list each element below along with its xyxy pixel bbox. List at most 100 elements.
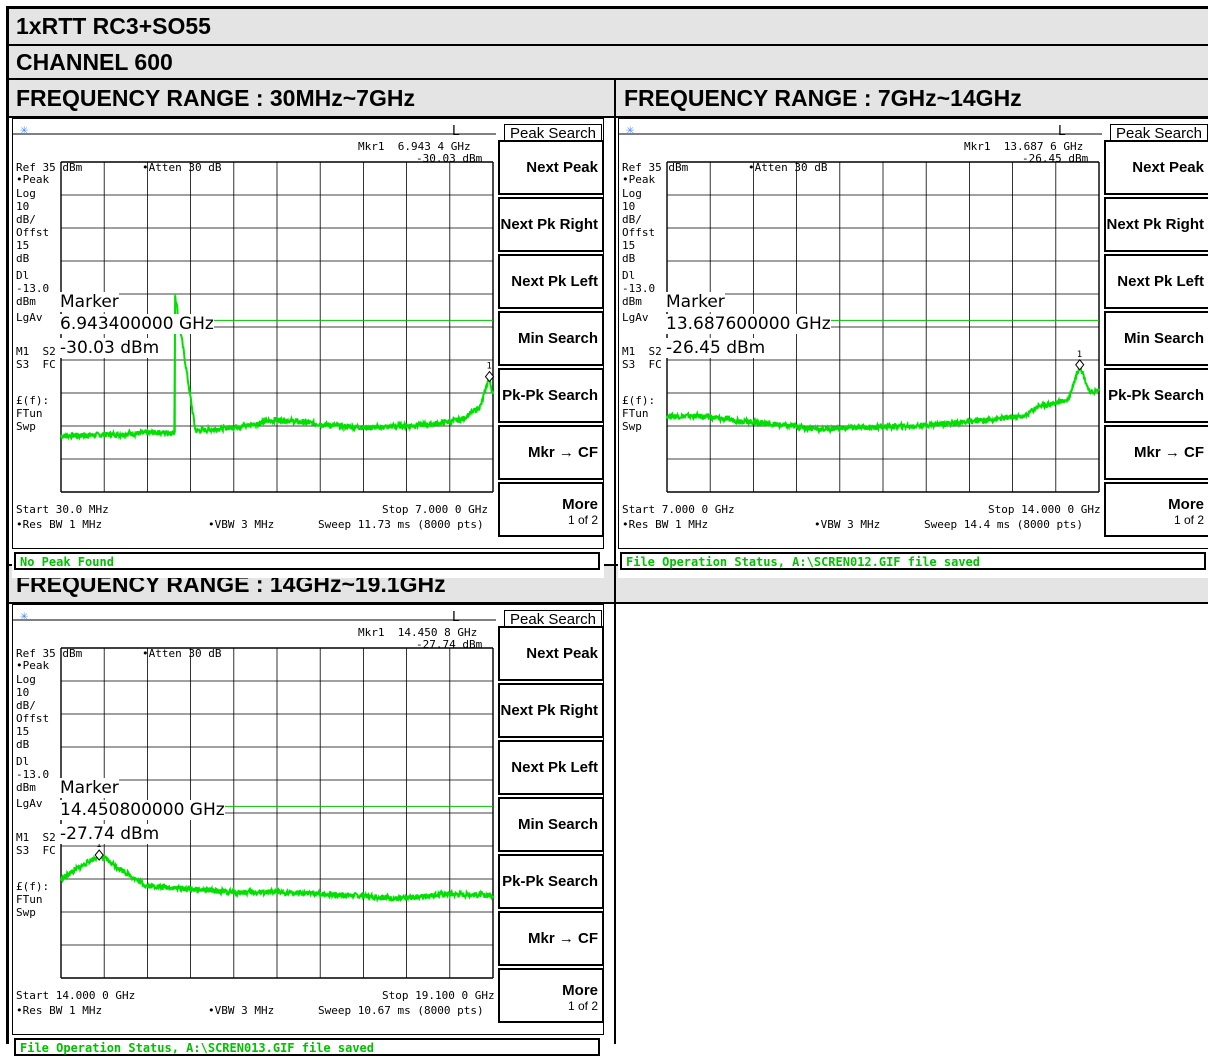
marker-diamond (485, 372, 493, 382)
range-title-1: FREQUENCY RANGE : 30MHz~7GHz (8, 80, 614, 116)
sun-icon: ✳ (626, 122, 634, 138)
sun-icon: ✳ (20, 608, 28, 624)
marker-amplitude: -26.45 dBm (666, 338, 765, 358)
left-label-swp: Swp (16, 906, 36, 919)
left-label-ff: £(f): (16, 394, 49, 407)
softkey-next-pk-right[interactable]: Next Pk Right (1104, 197, 1208, 252)
more-page: 1 of 2 (500, 999, 598, 1013)
marker-label: Marker (60, 292, 119, 312)
left-label-s3fc: S3 FC (622, 358, 662, 371)
stop-frequency: Stop 14.000 0 GHz (988, 503, 1101, 516)
l-indicator: L (1058, 124, 1065, 139)
left-label-s3fc: S3 FC (16, 358, 56, 371)
marker-label: Marker (60, 778, 119, 798)
left-label-swp: Swp (16, 420, 36, 433)
marker-number: 1 (1077, 350, 1082, 360)
sweep-time: Sweep 14.4 ms (8000 pts) (924, 518, 1083, 531)
left-label-dlval: -13.0 (622, 282, 655, 295)
res-bw: •Res BW 1 MHz (622, 518, 708, 531)
left-label-ten: 10 (16, 686, 29, 699)
vbw: •VBW 3 MHz (208, 1004, 274, 1017)
softkey-min-search[interactable]: Min Search (1104, 311, 1208, 366)
softkey-pk-pk-search[interactable]: Pk-Pk Search (1104, 368, 1208, 423)
softkey-min-search[interactable]: Min Search (498, 311, 604, 366)
atten-value: •Atten 30 dB (142, 647, 221, 660)
left-label-ftun: FTun (16, 407, 43, 420)
softkey-pk-pk-search[interactable]: Pk-Pk Search (498, 854, 604, 909)
left-label-m1s2: M1 S2 (16, 831, 56, 844)
left-label-dbdiv: dB/ (16, 699, 36, 712)
softkey-next-pk-right[interactable]: Next Pk Right (498, 683, 604, 738)
left-label-dl: Dl (16, 755, 29, 768)
marker-frequency: 14.450800000 GHz (60, 800, 225, 820)
left-label-dl: Dl (622, 269, 635, 282)
table-divider (614, 80, 616, 1044)
left-label-dbdiv: dB/ (622, 213, 642, 226)
left-label-fifteen: 15 (16, 725, 29, 738)
more-label: More (500, 982, 598, 999)
softkey-next-peak[interactable]: Next Peak (1104, 140, 1208, 195)
start-frequency: Start 7.000 0 GHz (622, 503, 735, 516)
softkey-mkr-cf[interactable]: Mkr → CF (1104, 425, 1208, 480)
softkey-min-search[interactable]: Min Search (498, 797, 604, 852)
softkey-next-pk-left[interactable]: Next Pk Left (498, 254, 604, 309)
sweep-time: Sweep 11.73 ms (8000 pts) (318, 518, 484, 531)
softkey-next-peak[interactable]: Next Peak (498, 140, 604, 195)
marker-frequency: 6.943400000 GHz (60, 314, 214, 334)
left-label-fifteen: 15 (16, 239, 29, 252)
left-label-peak: •Peak (622, 173, 655, 186)
start-frequency: Start 14.000 0 GHz (16, 989, 135, 1002)
marker-frequency: 13.687600000 GHz (666, 314, 831, 334)
left-label-offst: Offst (622, 226, 655, 239)
left-label-log: Log (622, 187, 642, 200)
softkey-pk-pk-search[interactable]: Pk-Pk Search (498, 368, 604, 423)
softkey-next-pk-left[interactable]: Next Pk Left (498, 740, 604, 795)
more-label: More (1106, 496, 1204, 513)
atten-value: •Atten 30 dB (142, 161, 221, 174)
sun-icon: ✳ (20, 122, 28, 138)
left-label-dlval: -13.0 (16, 282, 49, 295)
marker-number: 1 (486, 362, 491, 372)
left-label-log: Log (16, 673, 36, 686)
more-page: 1 of 2 (500, 513, 598, 527)
softkey-mkr-cf[interactable]: Mkr → CF (498, 425, 604, 480)
more-page: 1 of 2 (1106, 513, 1204, 527)
marker-diamond (1076, 360, 1084, 370)
mkr-readout-amp: -27.74 dBm (416, 638, 482, 651)
left-label-offst: Offst (16, 226, 49, 239)
softkey-mkr-cf[interactable]: Mkr → CF (498, 911, 604, 966)
left-label-ftun: FTun (16, 893, 43, 906)
left-label-m1s2: M1 S2 (16, 345, 56, 358)
left-label-offst: Offst (16, 712, 49, 725)
softkey-next-pk-right[interactable]: Next Pk Right (498, 197, 604, 252)
left-label-ff: £(f): (16, 880, 49, 893)
res-bw: •Res BW 1 MHz (16, 518, 102, 531)
status-bar: File Operation Status, A:\SCREN013.GIF f… (14, 1038, 600, 1056)
left-label-db: dB (16, 252, 29, 265)
atten-value: •Atten 30 dB (748, 161, 827, 174)
left-label-m1s2: M1 S2 (622, 345, 662, 358)
channel-title: CHANNEL 600 (8, 46, 1208, 78)
left-label-lgav: LgAv (16, 311, 43, 324)
mkr-readout-amp: -30.03 dBm (416, 152, 482, 165)
left-label-log: Log (16, 187, 36, 200)
left-label-dbm: dBm (16, 781, 36, 794)
stop-frequency: Stop 19.100 0 GHz (382, 989, 495, 1002)
marker-amplitude: -30.03 dBm (60, 338, 159, 358)
vbw: •VBW 3 MHz (814, 518, 880, 531)
softkey-next-peak[interactable]: Next Peak (498, 626, 604, 681)
left-label-ftun: FTun (622, 407, 649, 420)
report-title: 1xRTT RC3+SO55 (8, 8, 1208, 44)
left-label-dbm: dBm (16, 295, 36, 308)
res-bw: •Res BW 1 MHz (16, 1004, 102, 1017)
left-label-db: dB (16, 738, 29, 751)
left-label-swp: Swp (622, 420, 642, 433)
left-label-ten: 10 (16, 200, 29, 213)
softkey-next-pk-left[interactable]: Next Pk Left (1104, 254, 1208, 309)
